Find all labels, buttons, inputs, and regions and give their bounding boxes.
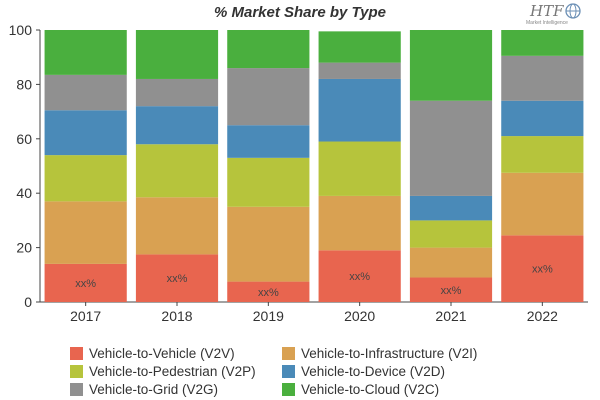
bar-segment xyxy=(318,141,401,196)
bar-segment xyxy=(318,78,401,142)
bar-segment xyxy=(501,172,584,236)
bar-segment xyxy=(44,110,127,156)
legend-label: Vehicle-to-Vehicle (V2V) xyxy=(89,345,235,361)
bar-segment xyxy=(227,281,310,302)
bar-segment xyxy=(409,30,493,101)
bar-segment xyxy=(44,30,127,75)
bar-segment xyxy=(409,277,493,302)
bar-segment xyxy=(501,30,584,56)
x-tick-label: 2018 xyxy=(161,308,192,324)
chart-title: % Market Share by Type xyxy=(213,4,386,21)
legend-swatch xyxy=(282,346,295,360)
x-tick-label: 2021 xyxy=(435,308,466,324)
legend-label: Vehicle-to-Grid (V2G) xyxy=(89,381,219,397)
legend-item: Vehicle-to-Pedestrian (V2P) xyxy=(70,362,256,380)
bar-segment xyxy=(135,197,219,255)
y-tick-label: 80 xyxy=(16,76,32,92)
legend-item: Vehicle-to-Vehicle (V2V) xyxy=(70,344,235,362)
y-tick-label: 60 xyxy=(16,131,32,147)
x-tick-label: 2019 xyxy=(253,308,284,324)
legend-swatch xyxy=(70,382,83,396)
data-label: xx% xyxy=(258,287,279,299)
y-tick-label: 0 xyxy=(24,294,32,310)
legend-label: Vehicle-to-Cloud (V2C) xyxy=(301,381,440,397)
bar-segment xyxy=(409,195,493,221)
x-tick-label: 2020 xyxy=(344,308,375,324)
bar-segment xyxy=(227,125,310,158)
y-tick-label: 100 xyxy=(9,22,33,38)
bar-segment xyxy=(227,68,310,126)
logo-text: HTF xyxy=(530,2,564,20)
bar-segment xyxy=(409,247,493,278)
bar-segment xyxy=(227,157,310,207)
bar-segment xyxy=(409,100,493,196)
data-label: xx% xyxy=(532,264,553,276)
bar-segment xyxy=(318,31,401,63)
brand-logo: HTF Market Intelligence xyxy=(526,2,586,28)
data-label: xx% xyxy=(75,278,96,290)
bar-segment xyxy=(227,206,310,282)
logo-subtext: Market Intelligence xyxy=(526,20,568,26)
legend-label: Vehicle-to-Infrastructure (V2I) xyxy=(301,345,478,361)
legend-item: Vehicle-to-Infrastructure (V2I) xyxy=(282,344,477,362)
legend-label: Vehicle-to-Pedestrian (V2P) xyxy=(89,363,256,379)
globe-icon xyxy=(565,3,581,19)
legend-item: Vehicle-to-Cloud (V2C) xyxy=(282,380,439,398)
bar-segment xyxy=(501,55,584,101)
bar-segment xyxy=(409,220,493,248)
x-tick-label: 2017 xyxy=(70,308,101,324)
bar-segment xyxy=(44,74,127,111)
data-label: xx% xyxy=(349,271,370,283)
bar-segment xyxy=(135,78,219,107)
bar-segment xyxy=(318,250,401,302)
bar-segment xyxy=(501,100,584,137)
legend-swatch xyxy=(70,364,83,378)
bar-segment xyxy=(44,155,127,202)
legend-swatch xyxy=(282,364,295,378)
legend-item: Vehicle-to-Grid (V2G) xyxy=(70,380,218,398)
x-tick-label: 2022 xyxy=(527,308,558,324)
bar-segment xyxy=(501,235,584,302)
bar-segment xyxy=(44,263,127,302)
bar-segment xyxy=(227,30,310,69)
data-label: xx% xyxy=(167,273,188,285)
bar-segment xyxy=(501,136,584,173)
legend-label: Vehicle-to-Device (V2D) xyxy=(301,363,446,379)
data-label: xx% xyxy=(441,285,462,297)
bar-segment xyxy=(318,195,401,251)
y-tick-label: 40 xyxy=(16,185,32,201)
legend-item: Vehicle-to-Device (V2D) xyxy=(282,362,445,380)
bar-segment xyxy=(135,106,219,145)
bar-segment xyxy=(44,201,127,264)
stacked-bar-chart: 0 20 40 60 80 100 xx% 2017 xx% 2018 xx% 2019 xx% 2020… xyxy=(9,22,588,324)
bar-segment xyxy=(135,30,219,79)
legend-swatch xyxy=(70,346,83,360)
legend-swatch xyxy=(282,382,295,396)
y-tick-label: 20 xyxy=(16,240,32,256)
bar-segment xyxy=(135,144,219,198)
bar-segment xyxy=(135,254,219,302)
bar-segment xyxy=(318,62,401,79)
